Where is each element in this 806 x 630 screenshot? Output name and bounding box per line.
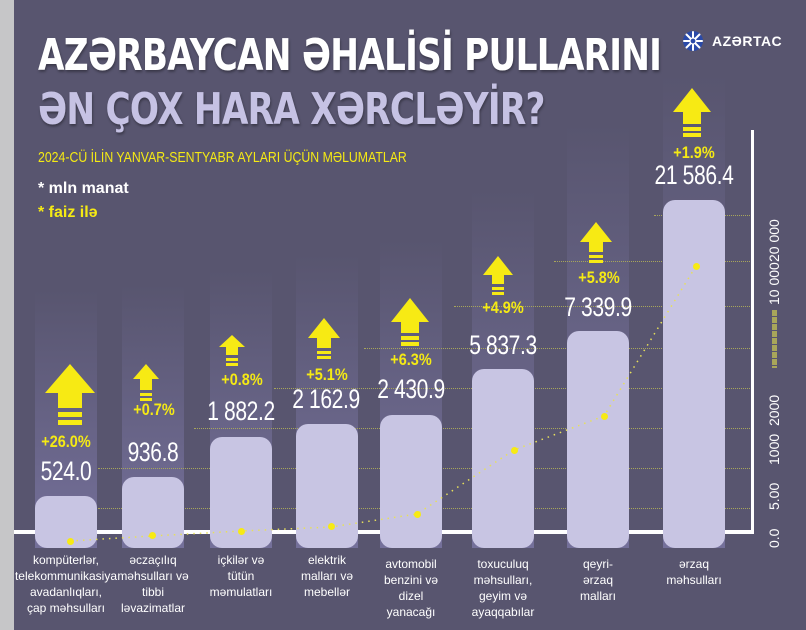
category-label: əczaçılıq məhsulları və tibbi ləvazimatl… — [117, 553, 189, 615]
up-arrow-icon — [219, 335, 245, 366]
bar-non-food — [567, 331, 629, 548]
bar-value: 21 586.4 — [654, 160, 734, 190]
growth-percent: +26.0% — [41, 432, 91, 451]
trend-dot — [693, 263, 700, 270]
bar-fuel — [380, 415, 442, 548]
snowflake-logo-icon — [683, 31, 703, 51]
subtitle: 2024-CÜ İLİN YANVAR-SENTYABR AYLARI ÜÇÜN… — [38, 149, 407, 166]
category-label: kompüterlər, telekommunikasiya avadanlıq… — [14, 553, 118, 615]
trend-dot — [149, 532, 156, 539]
azertac-logo: AZƏRTAC — [682, 30, 782, 52]
title-line-2: ƏN ÇOX HARA XƏRCLƏYİR? — [38, 84, 545, 135]
trend-dot — [601, 413, 608, 420]
growth-percent: +1.9% — [673, 143, 715, 162]
up-arrow-icon — [133, 364, 159, 401]
bar-value: 2 430.9 — [377, 374, 445, 404]
trend-dot — [328, 523, 335, 530]
category-label: qeyri- ərzaq malları — [579, 557, 616, 603]
growth-percent: +5.8% — [578, 268, 620, 287]
bar-value: 1 882.2 — [207, 396, 275, 426]
bar-food — [663, 200, 725, 548]
trend-dot — [511, 447, 518, 454]
growth-percent: +5.1% — [306, 365, 348, 384]
bar-value: 524.0 — [40, 456, 92, 486]
category-label: elektrik malları və mebellər — [300, 553, 353, 599]
up-arrow-icon — [580, 222, 612, 263]
legend-unit-value: * mln manat — [38, 180, 129, 197]
gridline — [364, 348, 750, 349]
bar-computers — [35, 496, 97, 548]
title-line-1: AZƏRBAYCAN ƏHALİSİ PULLARINI — [38, 30, 662, 81]
growth-percent: +4.9% — [482, 298, 524, 317]
bar-value: 5 837.3 — [469, 330, 537, 360]
growth-percent: +0.8% — [221, 370, 263, 389]
trend-dot — [238, 528, 245, 535]
up-arrow-icon — [673, 88, 711, 137]
trend-dot — [67, 538, 74, 545]
axis-break-marker — [772, 310, 777, 368]
infographic: AZƏRBAYCAN ƏHALİSİ PULLARINI ƏN ÇOX HARA… — [14, 0, 806, 630]
y-axis-line — [751, 130, 754, 534]
bar-value: 7 339.9 — [564, 292, 632, 322]
bar-value: 2 162.9 — [292, 384, 360, 414]
bar-textiles-clothing — [472, 369, 534, 548]
category-label: avtomobil benzini və dizel yanacağı — [383, 557, 439, 619]
category-label: toxuculuq məhsulları, geyim və ayaqqabıl… — [471, 557, 535, 619]
gridline — [454, 306, 750, 307]
gridline — [554, 261, 750, 262]
category-label: içkilər və tütün məmulatları — [209, 553, 273, 599]
logo-text: AZƏRTAC — [712, 33, 783, 49]
up-arrow-icon — [391, 298, 429, 346]
trend-dot — [414, 511, 421, 518]
legend-unit-percent: * faiz ilə — [38, 204, 98, 221]
growth-percent: +0.7% — [133, 400, 175, 419]
category-label: ərzaq məhsulları — [666, 557, 722, 587]
growth-percent: +6.3% — [390, 350, 432, 369]
bar-electrical-furniture — [296, 424, 358, 548]
up-arrow-icon — [483, 256, 513, 295]
bar-value: 936.8 — [127, 437, 179, 467]
up-arrow-icon — [308, 318, 340, 359]
up-arrow-icon — [45, 364, 95, 425]
